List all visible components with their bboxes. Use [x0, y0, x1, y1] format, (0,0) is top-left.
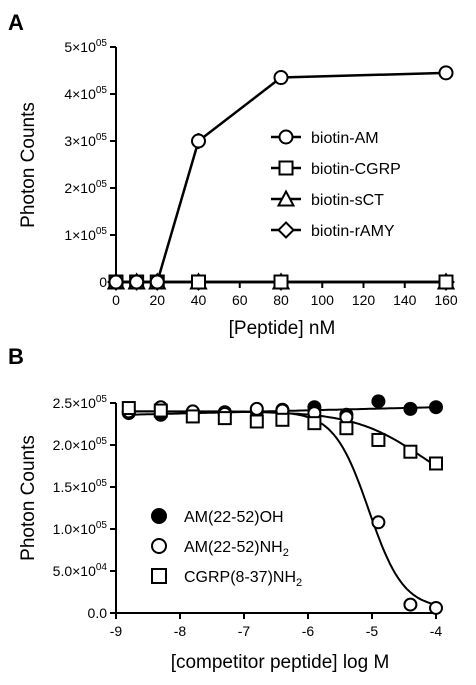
data-point-CGRP(8-37)NH	[121, 401, 136, 416]
panel-b-label: B	[8, 344, 24, 369]
panel-a-x-tick-label: 100	[311, 292, 335, 308]
panel-a-ylabel: Photon Counts	[18, 102, 39, 228]
panel-a-y-tick-label: 2×1005	[64, 179, 107, 196]
panel-b-y-tick-label: 2.0×1005	[53, 436, 108, 453]
panel-a-x-tick-label: 60	[232, 292, 248, 308]
data-point-AM(22-52)NH	[429, 600, 443, 615]
panel-a-x-tick-label: 120	[352, 292, 376, 308]
data-point-biotin-CGRP	[438, 274, 454, 290]
panel-a-label: A	[8, 10, 24, 35]
legend-marker	[151, 568, 167, 584]
data-point-CGRP(8-37)NH	[307, 416, 322, 431]
legend-marker	[276, 189, 296, 207]
data-point-CGRP(8-37)NH	[339, 421, 354, 436]
data-point-AM(22-52)OH	[371, 394, 386, 409]
panel-b-y-tick-label: 1.0×1005	[53, 520, 108, 537]
data-point-CGRP(8-37)NH	[429, 456, 443, 471]
panel-a-x-tick-label: 80	[273, 292, 289, 308]
legend-label: AM(22-52)OH	[184, 509, 284, 526]
panel-a-y-tick-label: 1×1005	[64, 226, 107, 243]
legend-label: biotin-rAMY	[311, 223, 395, 240]
data-point-CGRP(8-37)NH	[153, 403, 168, 418]
data-point-CGRP(8-37)NH	[185, 409, 200, 424]
panel-b-plot: -9 -8 -7 -6 -5 -4 0.0 5.0×1004 1.0×1005 1.5×1005 2…	[53, 394, 443, 639]
panel-b-x-tick-label: -6	[302, 623, 315, 639]
panel-b-y-tick-label: 5.0×1004	[53, 562, 108, 579]
data-point-CGRP(8-37)NH	[275, 412, 290, 427]
data-point-biotin-AM	[149, 274, 165, 290]
panel-b-x-tick-label: -7	[238, 623, 251, 639]
panel-a-y-tick-label: 4×1005	[64, 85, 107, 102]
panel-a-x-tick-label: 20	[149, 292, 165, 308]
legend-label: AM(22-52)NH2	[184, 539, 289, 559]
data-point-AM(22-52)OH	[429, 400, 443, 415]
panel-b-legend: AM(22-52)OH AM(22-52)NH2 CGRP(8-37)NH2	[151, 508, 302, 589]
panel-b-ylabel: Photon Counts	[18, 435, 39, 561]
data-point-AM(22-52)NH	[371, 515, 386, 530]
legend-label: biotin-CGRP	[311, 161, 401, 178]
panel-a-y-tick-label: 0	[99, 274, 107, 290]
panel-b-x-tick-label: -9	[110, 623, 123, 639]
panel-a-x-tick-label: 40	[191, 292, 207, 308]
legend-marker	[151, 538, 167, 554]
panel-a-x-tick-label: 0	[112, 292, 120, 308]
panel-b-xlabel: [competitor peptide] log M	[171, 652, 390, 673]
data-point-CGRP(8-37)NH	[249, 414, 264, 429]
data-point-biotin-AM	[273, 70, 289, 86]
panel-b: B Photon Counts [competitor peptide] log…	[8, 344, 443, 673]
panel-b-x-tick-label: -8	[174, 623, 187, 639]
data-point-CGRP(8-37)NH	[217, 411, 232, 426]
data-point-AM(22-52)NH	[249, 401, 264, 416]
data-point-biotin-AM	[108, 274, 124, 290]
data-point-CGRP(8-37)NH	[371, 432, 386, 447]
data-point-biotin-CGRP	[191, 274, 206, 290]
legend-marker	[278, 129, 294, 145]
data-point-biotin-AM	[129, 274, 145, 290]
panel-b-x-tick-label: -4	[430, 623, 443, 639]
panel-a-y-tick-label: 5×1005	[64, 38, 107, 55]
panel-a-legend: biotin-AM biotin-CGRP biotin-sCT biotin-rAM…	[271, 129, 401, 240]
panel-a-plot: 0 20 40 60 80 100 120 140 160 0 1×1005 2×1005 3×1005…	[64, 38, 458, 308]
legend-marker	[151, 508, 167, 524]
data-point-biotin-AM	[191, 133, 206, 149]
panel-b-x-tick-label: -5	[366, 623, 379, 639]
panel-a-y-tick-label: 3×1005	[64, 132, 107, 149]
panel-a-xlabel: [Peptide] nM	[229, 318, 336, 339]
legend-marker	[278, 160, 294, 176]
data-point-AM(22-52)OH	[403, 401, 418, 416]
legend-marker	[277, 221, 295, 239]
data-point-AM(22-52)NH	[403, 597, 418, 612]
legend-label: CGRP(8-37)NH2	[184, 569, 302, 589]
panel-a-x-tick-label: 160	[434, 292, 458, 308]
data-point-biotin-AM	[438, 65, 454, 81]
panel-a: A Photon Counts [Peptide] nM 0 20 40 60 80 10…	[8, 10, 458, 339]
data-point-CGRP(8-37)NH	[403, 444, 418, 459]
panel-b-y-tick-label: 0.0	[88, 605, 108, 621]
panel-b-y-tick-label: 2.5×1005	[53, 394, 108, 411]
panel-b-y-tick-label: 1.5×1005	[53, 478, 108, 495]
panel-a-x-tick-label: 140	[393, 292, 417, 308]
data-point-biotin-CGRP	[273, 274, 289, 290]
legend-label: biotin-AM	[311, 130, 379, 147]
legend-label: biotin-sCT	[311, 192, 384, 209]
